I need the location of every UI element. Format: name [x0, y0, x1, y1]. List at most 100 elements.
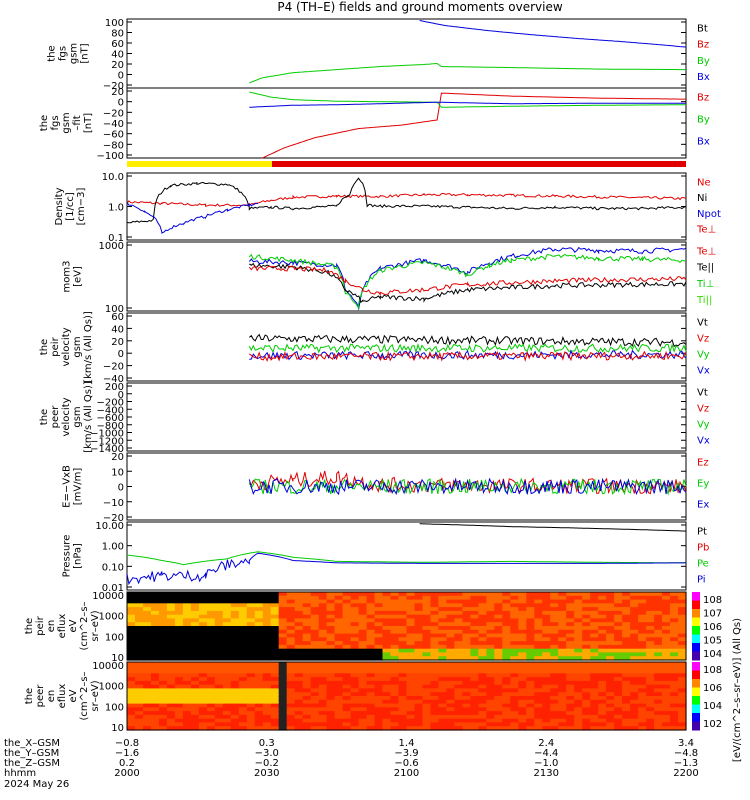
- spectrogram-cell: [598, 610, 607, 616]
- spectrogram-cell: [542, 677, 551, 682]
- spectrogram-cell: [206, 673, 216, 678]
- spectrogram-cell: [254, 637, 264, 642]
- spectrogram-cell: [262, 637, 272, 642]
- spectrogram-cell: [350, 652, 360, 657]
- spectrogram-cell: [190, 614, 200, 620]
- spectrogram-cell: [406, 629, 416, 635]
- spectrogram-cell: [566, 680, 575, 686]
- spectrogram-cell: [302, 703, 312, 708]
- spectrogram-cell: [318, 692, 328, 697]
- spectrogram-cell: [135, 626, 144, 631]
- spectrogram-cell: [494, 637, 503, 642]
- spectrogram-cell: [294, 629, 304, 635]
- panel-6: 2000−200−400−600−800−1000−1200−1400thepe…: [39, 381, 710, 455]
- spectrogram-cell: [350, 696, 360, 701]
- spectrogram-cell: [670, 599, 679, 604]
- spectrogram-cell: [406, 677, 416, 682]
- spectrogram-cell: [566, 711, 575, 716]
- spectrogram-cell: [406, 703, 416, 708]
- spectrogram-cell: [494, 618, 503, 623]
- spectrogram-cell: [518, 726, 527, 731]
- spectrogram-cell: [550, 603, 559, 608]
- spectrogram-cell: [614, 722, 623, 727]
- spectrogram-cell: [326, 711, 336, 716]
- spectrogram-cell: [286, 592, 296, 597]
- spectrogram-cell: [166, 622, 176, 627]
- spectrogram-cell: [502, 665, 511, 671]
- spectrogram-cell: [454, 622, 463, 627]
- spectrogram-cell: [270, 722, 280, 727]
- x-row-value: −0.6: [394, 758, 418, 769]
- spectrogram-cell: [422, 677, 432, 682]
- spectrogram-cell: [246, 688, 256, 693]
- spectrogram-cell: [294, 618, 304, 623]
- spectrogram-cell: [486, 692, 495, 697]
- spectrogram-cell: [198, 618, 208, 623]
- spectrogram-cell: [638, 629, 647, 635]
- spectrogram-cell: [143, 610, 152, 616]
- spectrogram-cell: [127, 665, 136, 671]
- spectrogram-cell: [206, 622, 216, 627]
- spectrogram-cell: [558, 684, 567, 690]
- spectrogram-cell: [390, 692, 400, 697]
- spectrogram-cell: [638, 688, 647, 693]
- spectrogram-cell: [662, 599, 671, 604]
- spectrogram-cell: [598, 614, 607, 620]
- spectrogram-cell: [382, 711, 392, 716]
- y-axis-label: thepeervelocitygsm[km/s (All Qs)]: [39, 381, 94, 453]
- spectrogram-cell: [510, 703, 519, 708]
- spectrogram-cell: [326, 662, 336, 667]
- spectrogram-cell: [598, 711, 607, 716]
- spectrogram-cell: [262, 688, 272, 693]
- y-axis-label: E=−VxB[mV/m]: [62, 465, 84, 508]
- spectrogram-cell: [206, 656, 216, 661]
- spectrogram-cell: [190, 637, 200, 642]
- spectrogram-cell: [382, 614, 392, 620]
- spectrogram-cell: [358, 652, 368, 657]
- spectrogram-cell: [214, 644, 224, 650]
- spectrogram-cell: [127, 707, 136, 712]
- spectrogram-cell: [382, 718, 392, 724]
- spectrogram-cell: [190, 703, 200, 708]
- spectrogram-cell: [414, 718, 424, 724]
- spectrogram-cell: [614, 629, 623, 635]
- spectrogram-cell: [135, 618, 144, 623]
- y-tick-label: 1000: [99, 241, 124, 252]
- spectrogram-cell: [542, 599, 551, 604]
- spectrogram-cell: [518, 592, 527, 597]
- spectrogram-cell: [582, 662, 591, 667]
- spectrogram-cell: [246, 641, 256, 646]
- spectrogram-cell: [206, 603, 216, 608]
- spectrogram-cell: [494, 707, 503, 712]
- spectrogram-cell: [646, 726, 655, 731]
- spectrogram-cell: [582, 692, 591, 697]
- spectrogram-cell: [446, 665, 455, 671]
- spectrogram-cell: [406, 699, 416, 705]
- spectrogram-cell: [606, 696, 615, 701]
- spectrogram-cell: [143, 607, 152, 612]
- spectrogram-cell: [382, 669, 392, 674]
- spectrogram-cell: [558, 641, 567, 646]
- spectrogram-cell: [230, 711, 240, 716]
- spectrogram-cell: [526, 688, 535, 693]
- spectrogram-cell: [502, 673, 511, 678]
- spectrogram-cell: [622, 677, 631, 682]
- spectrogram-cell: [430, 618, 440, 623]
- y-tick-label: −800: [97, 421, 124, 432]
- spectrogram-cell: [406, 656, 416, 661]
- spectrogram-cell: [430, 652, 440, 657]
- spectrogram-cell: [486, 629, 495, 635]
- spectrogram-cell: [558, 592, 567, 597]
- spectrogram-cell: [143, 633, 152, 638]
- spectrogram-cell: [518, 633, 527, 638]
- spectrogram-cell: [598, 622, 607, 627]
- spectrogram-cell: [390, 637, 400, 642]
- spectrogram-cell: [262, 633, 272, 638]
- spectrogram-cell: [646, 699, 655, 705]
- spectrogram-cell: [127, 603, 136, 608]
- spectrogram-cell: [302, 680, 312, 686]
- spectrogram-cell: [430, 656, 440, 661]
- spectrogram-cell: [678, 622, 687, 627]
- spectrogram-cell: [406, 595, 416, 601]
- spectrogram-cell: [534, 618, 543, 623]
